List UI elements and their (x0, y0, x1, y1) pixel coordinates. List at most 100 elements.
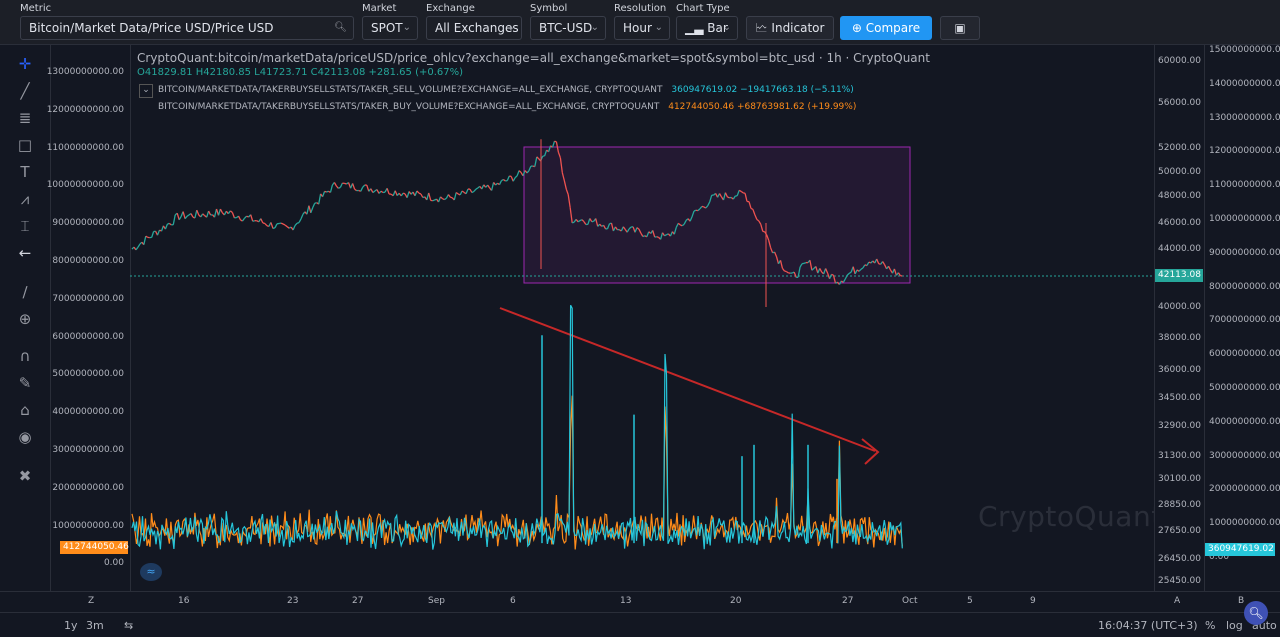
price-bar (474, 189, 476, 191)
volume-axis-tick: 10000000000.00 (1209, 214, 1280, 224)
price-bar (177, 213, 179, 220)
price-bar (643, 236, 645, 237)
b-corner[interactable]: B (1238, 596, 1244, 606)
price-bar (232, 213, 234, 218)
price-axis-tick: 32900.00 (1158, 421, 1201, 431)
price-axis-tick: 28850.00 (1158, 500, 1201, 510)
log-toggle[interactable]: log (1226, 619, 1243, 632)
price-bar (230, 211, 232, 213)
rectangle-icon[interactable]: □ (13, 134, 37, 156)
text-icon[interactable]: T (13, 161, 37, 183)
price-bar (702, 206, 704, 207)
price-bar (448, 195, 450, 198)
exchange-label: Exchange (426, 3, 475, 14)
symbol-select[interactable]: BTC-USD ⌄ (530, 16, 606, 40)
chevron-down-icon: ⌄ (723, 17, 731, 39)
legend-collapse-button[interactable]: ⌄ (139, 84, 153, 98)
price-bar (281, 223, 283, 224)
z-corner[interactable]: Z (88, 596, 94, 606)
top-toolbar: Metric Bitcoin/Market Data/Price USD/Pri… (0, 0, 1280, 45)
indicator-button[interactable]: 🗠︎ Indicator (746, 16, 834, 40)
volume-axis-tick: 11000000000.00 (1209, 180, 1280, 190)
compare-button[interactable]: ⊕ Compare (840, 16, 932, 40)
trash-icon[interactable]: ✖ (13, 465, 37, 487)
a-corner[interactable]: A (1174, 596, 1180, 606)
price-axis-tick: 60000.00 (1158, 56, 1201, 66)
volume-axis-tick: 8000000000.00 (1209, 282, 1280, 292)
price-bar (185, 216, 187, 218)
resolution-select[interactable]: Hour ⌄ (614, 16, 670, 40)
fib-icon[interactable]: ≣ (13, 107, 37, 129)
chart-type-select[interactable]: ▁▃ Bar ⌄ (676, 16, 738, 40)
unlock-icon[interactable]: ⌂ (13, 399, 37, 421)
zoom-in-icon[interactable]: ⊕ (13, 308, 37, 330)
trend-arrow-head (862, 439, 878, 464)
price-bar (419, 193, 421, 194)
price-bar (415, 191, 417, 196)
price-axis-tick: 56000.00 (1158, 98, 1201, 108)
price-bar (169, 223, 171, 225)
left-axis-tick: 2000000000.00 (52, 483, 124, 493)
price-bar (215, 209, 217, 217)
chat-icon[interactable]: 🔍︎ (1244, 601, 1268, 625)
volume-axis-tick: 13000000000.00 (1209, 113, 1280, 123)
legend-ohlc: O41829.81 H42180.85 L41723.71 C42113.08 … (137, 67, 463, 78)
screenshot-button[interactable]: ▣ (940, 16, 980, 40)
price-bar (239, 216, 241, 220)
price-bar (336, 186, 338, 188)
exchange-select[interactable]: All Exchanges ⌄ (426, 16, 522, 40)
range-3m-button[interactable]: 3m (86, 619, 104, 632)
price-bar (301, 214, 303, 219)
price-bar (804, 263, 806, 264)
trend-line-icon[interactable]: ╱ (13, 80, 37, 102)
price-bar (165, 224, 167, 229)
price-axis-tick: 36000.00 (1158, 365, 1201, 375)
eye-icon[interactable]: ◉ (13, 426, 37, 448)
range-1y-button[interactable]: 1y (64, 619, 78, 632)
price-bar (299, 219, 301, 223)
search-icon[interactable]: 🔍︎ (334, 17, 347, 39)
left-axis-tick: 1000000000.00 (52, 521, 124, 531)
ruler-icon[interactable]: ∕ (13, 281, 37, 303)
indicator-icon: 🗠︎ (756, 21, 768, 35)
price-bar (367, 185, 369, 191)
pattern-icon[interactable]: ⩘ (13, 188, 37, 210)
left-axis-tick: 10000000000.00 (47, 180, 124, 190)
sell-volume-line (132, 305, 902, 549)
lock-drawing-icon[interactable]: ✎ (13, 372, 37, 394)
price-bar (283, 224, 285, 225)
volume-axis-tick: 4000000000.00 (1209, 417, 1280, 427)
price-bar (173, 215, 175, 225)
left-axis-tick: 5000000000.00 (52, 369, 124, 379)
price-bar (395, 191, 397, 196)
price-bar (513, 178, 515, 182)
back-arrow-icon[interactable]: ← (13, 242, 37, 264)
sell-series-values: 360947619.02 −19417663.18 (−5.11%) (671, 85, 853, 95)
price-bar (197, 210, 199, 215)
metric-value: Bitcoin/Market Data/Price USD/Price USD (29, 21, 273, 35)
date-range-icon[interactable]: ⇆ (124, 619, 133, 632)
price-bar (203, 214, 205, 216)
metric-search-input[interactable]: Bitcoin/Market Data/Price USD/Price USD … (20, 16, 354, 40)
price-axis-tick: 46000.00 (1158, 218, 1201, 228)
price-axis-tick: 48000.00 (1158, 191, 1201, 201)
measure-icon[interactable]: ⌶ (13, 215, 37, 237)
left-axis-tick: 6000000000.00 (52, 332, 124, 342)
crosshair-icon[interactable]: ✛ (13, 53, 37, 75)
chart-area[interactable]: CryptoQuant (130, 45, 1154, 591)
market-select[interactable]: SPOT ⌄ (362, 16, 418, 40)
price-axis-tick: 40000.00 (1158, 302, 1201, 312)
magnet-icon[interactable]: ∩ (13, 345, 37, 367)
price-bar (444, 198, 446, 199)
plus-circle-icon: ⊕ (852, 21, 862, 35)
percent-toggle[interactable]: % (1205, 619, 1215, 632)
left-axis-tick: 0.00 (104, 558, 124, 568)
compare-label: Compare (866, 21, 920, 35)
chevron-down-icon[interactable]: ⌄ (139, 84, 153, 98)
price-bar (466, 189, 468, 194)
left-axis-tick: 4000000000.00 (52, 407, 124, 417)
